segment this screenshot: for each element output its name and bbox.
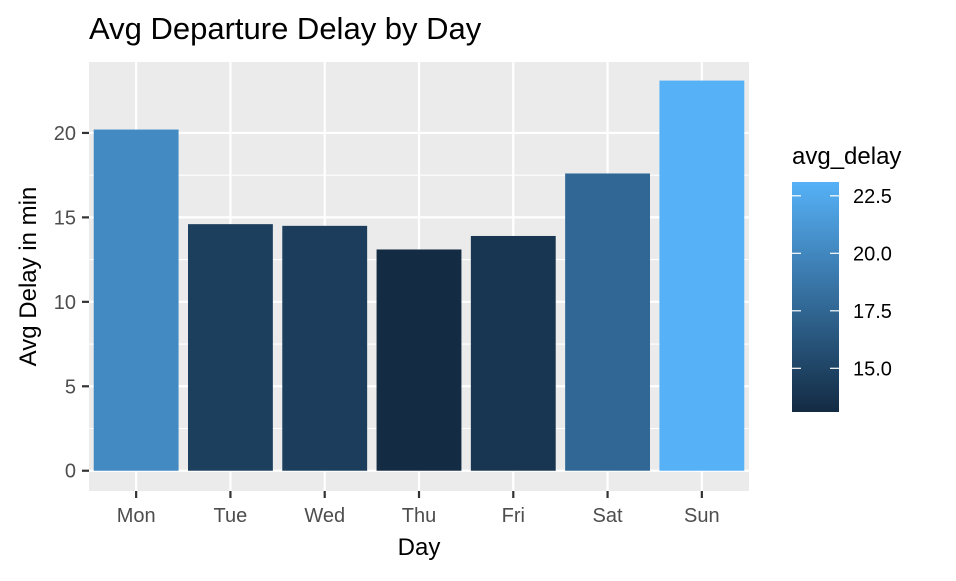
bar-mon: [93, 129, 179, 471]
legend-title: avg_delay: [792, 143, 901, 170]
legend-colorbar: [792, 182, 839, 412]
x-tick-label: Wed: [304, 505, 345, 527]
x-tick-label: Tue: [214, 505, 248, 527]
bar-wed: [282, 225, 368, 471]
y-tick-label: 0: [65, 461, 76, 483]
bar-fri: [470, 235, 556, 471]
legend-ticks: 15.0 17.5 20.0 22.5: [792, 186, 892, 380]
bar-thu: [376, 249, 462, 471]
x-tick-label: Sat: [593, 505, 623, 527]
x-axis: Mon Tue Wed Thu Fri Sat Sun: [117, 491, 720, 527]
x-tick-label: Thu: [402, 505, 436, 527]
y-tick-label: 15: [54, 207, 76, 229]
bar-sun: [659, 80, 745, 471]
y-tick-label: 20: [54, 123, 76, 145]
chart-title: Avg Departure Delay by Day: [89, 11, 482, 46]
bar-sat: [565, 173, 650, 471]
legend: avg_delay 15.0 17.5 20.0 22.5: [792, 143, 901, 412]
y-axis: 0 5 10 15 20: [54, 123, 89, 483]
x-tick-label: Sun: [684, 505, 720, 527]
x-tick-label: Fri: [502, 505, 525, 527]
legend-tick-label: 17.5: [853, 301, 892, 323]
x-axis-title: Day: [398, 534, 441, 561]
legend-tick-label: 22.5: [853, 186, 892, 208]
y-axis-title: Avg Delay in min: [15, 187, 42, 367]
y-tick-label: 5: [65, 376, 76, 398]
bar-tue: [188, 224, 273, 471]
bars-layer: [93, 80, 745, 471]
x-tick-label: Mon: [117, 505, 156, 527]
y-tick-label: 10: [54, 292, 76, 314]
legend-tick-label: 15.0: [853, 358, 892, 380]
legend-tick-label: 20.0: [853, 243, 892, 265]
